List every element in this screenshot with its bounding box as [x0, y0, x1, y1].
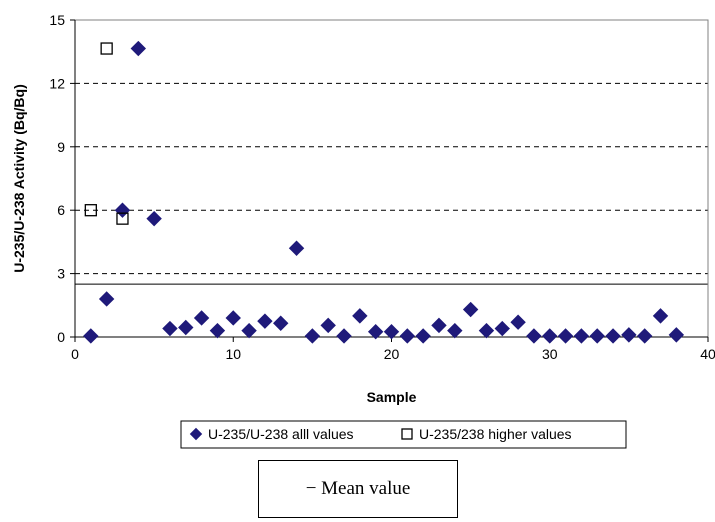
data-point-all-values [431, 317, 447, 334]
data-point-all-values [494, 320, 510, 337]
data-point-all-values [367, 324, 384, 340]
y-tick-label: 3 [57, 266, 65, 282]
data-point-all-values [462, 301, 479, 318]
data-point-higher-values [100, 42, 113, 55]
legend-frame [180, 420, 627, 449]
data-point-all-values [415, 328, 431, 344]
x-tick-label: 40 [700, 346, 715, 362]
legend-marker-all-values [189, 427, 203, 441]
data-point-all-values [146, 210, 162, 227]
data-point-all-values [257, 313, 273, 329]
grid-lines [75, 82, 708, 285]
data-point-all-values [542, 328, 558, 344]
data-point-all-values [478, 322, 495, 339]
data-point-all-values [510, 314, 526, 330]
legend-label-all-values: U-235/U-238 alll values [208, 426, 354, 442]
data-marks [83, 40, 685, 344]
data-point-all-values [573, 328, 590, 344]
data-point-all-values [273, 315, 289, 331]
data-point-all-values [162, 320, 178, 337]
y-tick-label: 9 [57, 139, 65, 155]
data-point-all-values [605, 328, 621, 344]
data-point-all-values [621, 327, 637, 343]
legend-label-higher-values: U-235/238 higher values [419, 426, 572, 442]
data-point-higher-values [116, 212, 129, 225]
data-point-all-values [209, 322, 226, 339]
legend: U-235/U-238 alll values U-235/238 higher … [180, 420, 627, 449]
data-point-all-values [526, 328, 542, 344]
data-point-all-values [241, 322, 257, 339]
data-point-all-values [288, 240, 305, 256]
data-point-all-values [304, 328, 321, 344]
data-point-all-values [589, 328, 605, 344]
y-tick-label: 0 [57, 329, 65, 345]
data-point-all-values [83, 328, 99, 344]
x-tick-label: 10 [225, 346, 241, 362]
data-point-all-values [383, 324, 400, 340]
y-tick-label: 12 [49, 75, 65, 91]
data-point-all-values [399, 328, 416, 344]
mean-value-label: − Mean value [305, 478, 411, 499]
data-point-all-values [193, 310, 210, 326]
data-point-all-values [447, 322, 463, 339]
mean-value-legend-box: − Mean value [258, 460, 458, 518]
legend-marker-higher-values [401, 428, 413, 440]
x-axis-title: Sample [367, 389, 417, 405]
data-point-all-values [668, 327, 685, 343]
data-point-all-values [652, 308, 669, 324]
data-point-all-values [636, 328, 653, 344]
data-point-all-values [352, 308, 368, 324]
data-point-all-values [98, 291, 115, 307]
data-point-all-values [130, 40, 147, 57]
data-point-all-values [336, 328, 352, 344]
x-tick-label: 0 [71, 346, 79, 362]
x-tick-label: 20 [384, 346, 400, 362]
axes: 0 3 6 9 12 15 0 10 20 30 40 [49, 12, 715, 362]
x-tick-label: 30 [542, 346, 558, 362]
y-tick-label: 6 [57, 202, 65, 218]
y-axis-title: U-235/U-238 Activity (Bq/Bq) [11, 84, 27, 273]
data-point-all-values [178, 319, 194, 336]
y-tick-label: 15 [49, 12, 65, 28]
data-point-all-values [320, 317, 336, 334]
data-point-all-values [225, 310, 241, 326]
plot-area-frame [74, 19, 709, 338]
data-point-all-values [557, 328, 574, 344]
data-point-higher-values [84, 204, 97, 217]
